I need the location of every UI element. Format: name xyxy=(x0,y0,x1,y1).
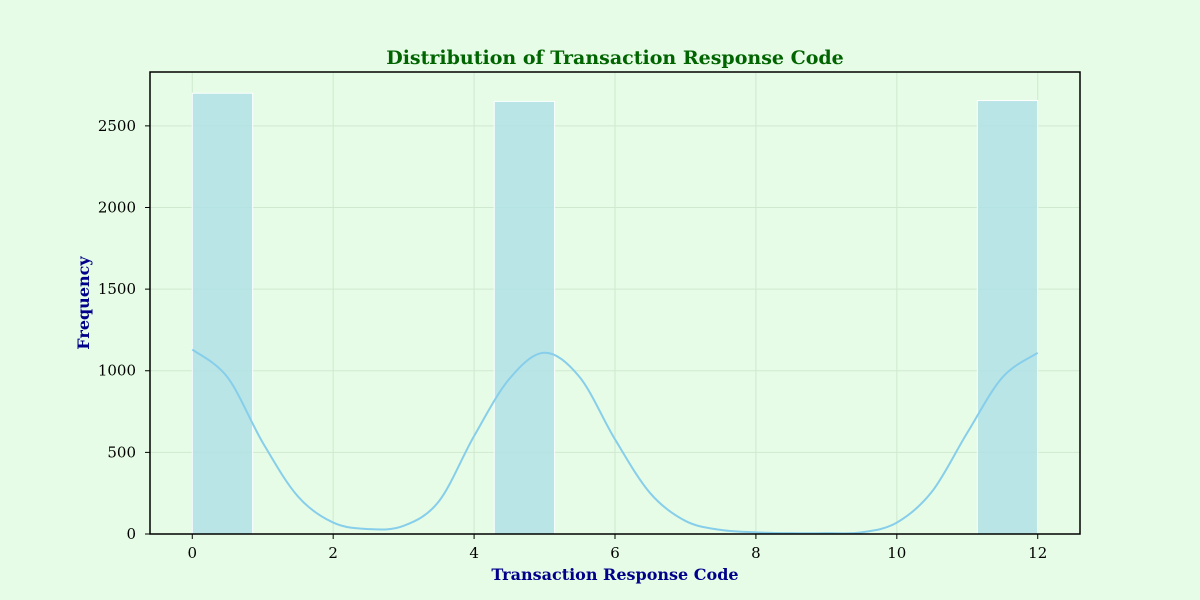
y-tick-label: 2500 xyxy=(98,117,136,135)
histogram-bar xyxy=(493,100,556,535)
y-tick-label: 500 xyxy=(107,443,136,461)
grid-lines xyxy=(150,72,1080,535)
x-tick-label: 0 xyxy=(187,544,197,562)
histogram-bar xyxy=(976,100,1039,535)
x-tick-label: 10 xyxy=(887,544,906,562)
y-tick-label: 2000 xyxy=(98,198,136,216)
y-tick-label: 1000 xyxy=(98,362,136,380)
histogram-bars xyxy=(191,92,1039,535)
y-axis-label: Frequency xyxy=(74,256,93,350)
x-tick-label: 2 xyxy=(328,544,338,562)
chart-title: Distribution of Transaction Response Cod… xyxy=(386,47,844,69)
y-axis-ticks: 0 500 1000 1500 2000 2500 xyxy=(98,117,150,543)
x-axis-label: Transaction Response Code xyxy=(491,565,738,584)
x-tick-label: 8 xyxy=(751,544,761,562)
kde-line xyxy=(191,348,1039,535)
x-tick-label: 12 xyxy=(1028,544,1047,562)
x-tick-label: 6 xyxy=(610,544,620,562)
y-tick-label: 0 xyxy=(126,525,136,543)
x-tick-label: 4 xyxy=(469,544,479,562)
x-axis-ticks: 0 2 4 6 8 10 12 xyxy=(187,534,1047,562)
histogram-bar xyxy=(191,92,254,535)
y-tick-label: 1500 xyxy=(98,280,136,298)
kde-curve xyxy=(191,348,1039,535)
